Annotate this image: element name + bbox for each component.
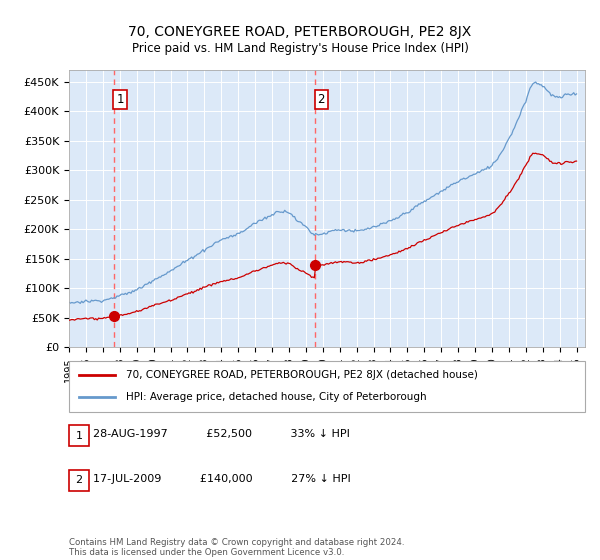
Text: HPI: Average price, detached house, City of Peterborough: HPI: Average price, detached house, City…	[126, 393, 427, 403]
FancyBboxPatch shape	[69, 470, 89, 491]
Text: 17-JUL-2009           £140,000           27% ↓ HPI: 17-JUL-2009 £140,000 27% ↓ HPI	[93, 474, 351, 484]
Text: Price paid vs. HM Land Registry's House Price Index (HPI): Price paid vs. HM Land Registry's House …	[131, 42, 469, 55]
Text: 28-AUG-1997           £52,500           33% ↓ HPI: 28-AUG-1997 £52,500 33% ↓ HPI	[93, 429, 350, 439]
Text: 2: 2	[317, 93, 325, 106]
FancyBboxPatch shape	[69, 425, 89, 446]
FancyBboxPatch shape	[69, 361, 585, 412]
Text: 70, CONEYGREE ROAD, PETERBOROUGH, PE2 8JX (detached house): 70, CONEYGREE ROAD, PETERBOROUGH, PE2 8J…	[126, 370, 478, 380]
Text: 2: 2	[76, 475, 82, 486]
Text: 70, CONEYGREE ROAD, PETERBOROUGH, PE2 8JX: 70, CONEYGREE ROAD, PETERBOROUGH, PE2 8J…	[128, 25, 472, 39]
Text: Contains HM Land Registry data © Crown copyright and database right 2024.
This d: Contains HM Land Registry data © Crown c…	[69, 538, 404, 557]
Text: 1: 1	[76, 431, 82, 441]
Text: 1: 1	[116, 93, 124, 106]
